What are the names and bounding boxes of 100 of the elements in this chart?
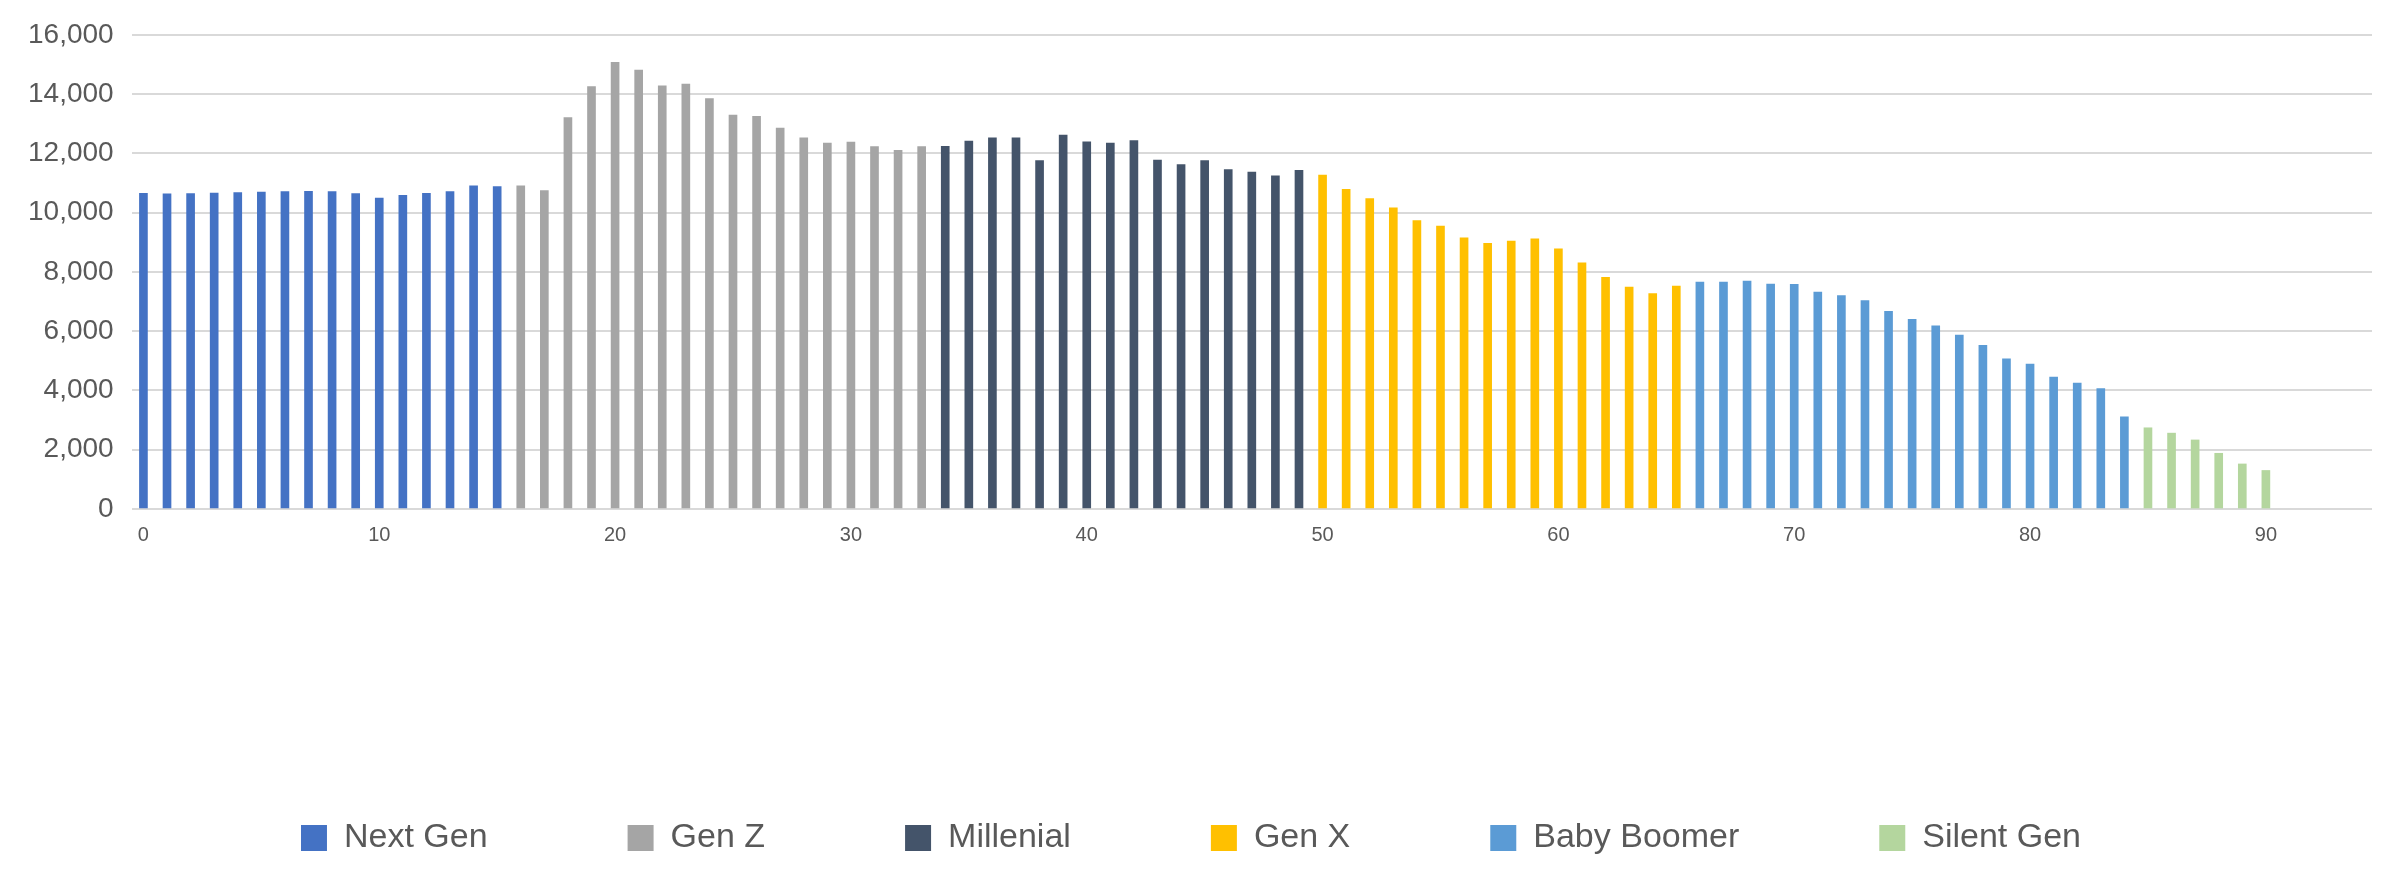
bar: [139, 193, 148, 509]
bar: [304, 190, 313, 509]
y-tick-label: 16,000: [28, 17, 114, 49]
bar: [1153, 159, 1162, 509]
bar: [1954, 334, 1964, 509]
bar: [1388, 207, 1398, 509]
bar: [257, 191, 266, 509]
bar: [516, 185, 526, 509]
bar: [327, 191, 337, 509]
y-tick-label: 4,000: [43, 373, 114, 405]
bar: [893, 150, 903, 509]
y-tick-label: 12,000: [28, 136, 114, 168]
bar: [2190, 439, 2200, 509]
bar: [2237, 463, 2247, 509]
bar: [775, 127, 785, 509]
bar: [1978, 345, 1988, 509]
bar: [209, 192, 219, 509]
bar: [823, 142, 832, 509]
bar: [1176, 164, 1186, 509]
bar: [1884, 310, 1893, 509]
bar: [2002, 358, 2011, 509]
bar: [1648, 293, 1658, 509]
bar: [681, 83, 691, 509]
x-tick-label: 90: [2254, 522, 2277, 545]
bar: [1436, 225, 1445, 509]
bar: [233, 192, 243, 509]
bar: [1223, 169, 1233, 509]
y-tick-label: 6,000: [43, 313, 114, 345]
bar: [186, 193, 195, 509]
legend-label: Millenial: [948, 816, 1071, 855]
x-tick-label: 10: [368, 522, 391, 545]
bar: [280, 191, 290, 509]
bar: [1365, 198, 1375, 509]
bar: [2261, 470, 2271, 509]
bar: [1601, 276, 1610, 509]
bar: [1789, 284, 1799, 509]
bar: [657, 85, 667, 509]
bar: [422, 193, 431, 509]
bar: [1719, 281, 1728, 509]
bar: [374, 197, 384, 509]
bar: [2214, 452, 2224, 509]
x-tick-label: 80: [2018, 522, 2042, 545]
x-tick-label: 70: [1783, 522, 1806, 545]
bar: [2025, 363, 2035, 509]
bar: [1506, 240, 1516, 509]
bar: [799, 137, 809, 509]
bar: [1837, 295, 1846, 509]
bar: [728, 114, 738, 509]
bar: [1483, 243, 1492, 509]
bar: [1766, 283, 1775, 509]
bar: [398, 195, 408, 509]
bar: [162, 193, 172, 509]
x-tick-label: 40: [1075, 522, 1098, 545]
bar: [2049, 376, 2058, 509]
bar: [1577, 262, 1587, 509]
y-tick-label: 2,000: [43, 432, 114, 464]
bar: [846, 141, 856, 509]
bar: [634, 69, 643, 509]
bar: [2096, 388, 2106, 509]
bar: [1247, 171, 1257, 509]
bar: [1105, 142, 1115, 509]
bar: [1459, 237, 1469, 509]
bar: [2167, 432, 2176, 509]
bar: [1200, 160, 1209, 509]
bar: [1011, 137, 1021, 509]
bar: [540, 190, 549, 509]
bar: [705, 98, 714, 509]
x-tick-label: 20: [603, 522, 627, 545]
y-tick-label: 14,000: [28, 76, 114, 108]
bar: [1624, 286, 1634, 509]
y-tick-label: 10,000: [28, 195, 114, 227]
bar: [1554, 248, 1563, 509]
x-tick-label: 30: [839, 522, 863, 545]
x-tick-label: 50: [1311, 522, 1334, 545]
bar: [1318, 174, 1327, 509]
legend-label: Next Gen: [343, 816, 488, 855]
y-tick-label: 0: [98, 491, 114, 523]
bar: [1412, 220, 1422, 509]
bar: [1082, 141, 1092, 509]
x-tick-label: 0: [137, 522, 149, 545]
x-tick-label: 60: [1547, 522, 1570, 545]
bar: [492, 186, 502, 509]
bar: [917, 146, 926, 509]
bar: [1931, 325, 1941, 509]
bar: [988, 137, 997, 509]
bar: [1294, 169, 1304, 509]
bar: [964, 140, 974, 509]
bar: [2120, 416, 2129, 509]
bar: [940, 145, 950, 509]
bar: [563, 117, 573, 509]
bar: [1530, 238, 1540, 509]
bar: [1671, 285, 1681, 509]
bar: [1907, 318, 1917, 509]
bar: [1695, 281, 1705, 509]
bar: [1035, 160, 1044, 509]
bar: [445, 191, 455, 509]
bar: [351, 193, 361, 509]
bar: [469, 185, 478, 509]
legend-label: Gen X: [1253, 816, 1351, 855]
bar: [1742, 280, 1752, 509]
